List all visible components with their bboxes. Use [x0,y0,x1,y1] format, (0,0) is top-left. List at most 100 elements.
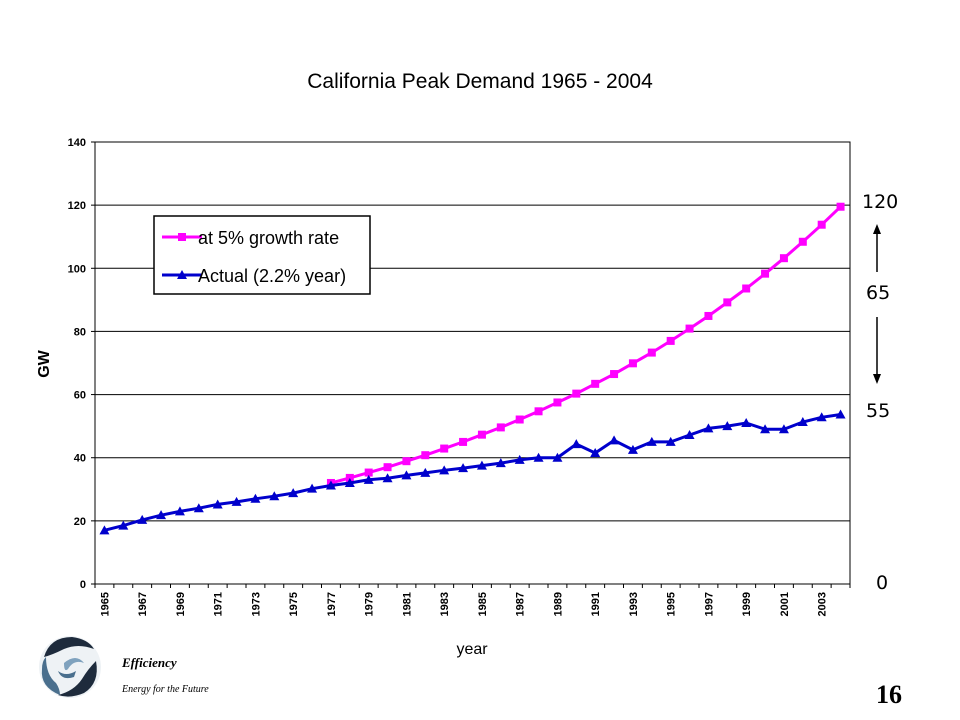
data-point-actual [835,409,846,419]
data-point-growth [685,324,694,333]
data-point-actual [514,454,525,464]
y-tick-label: 100 [68,263,86,275]
x-tick-label: 1991 [590,592,602,616]
x-tick-label: 1999 [741,592,753,616]
data-point-actual [816,412,827,422]
data-point-growth [761,269,770,278]
data-point-actual [156,510,167,520]
data-point-growth [572,389,581,398]
data-point-growth [440,444,449,453]
y-tick-label: 40 [74,453,86,465]
plot-frame [94,141,851,585]
chart-title: California Peak Demand 1965 - 2004 [307,70,653,93]
x-tick-label: 1985 [477,592,489,616]
data-point-actual [382,473,393,483]
data-point-actual [703,423,714,433]
legend-marker-actual [177,270,187,279]
x-axis-label: year [456,641,488,658]
x-tick-label: 1965 [99,592,111,616]
data-point-growth [421,451,430,460]
x-tick-label: 1987 [515,592,527,616]
data-point-actual [118,520,129,530]
y-tick-label: 140 [68,137,86,149]
data-point-actual [646,436,657,446]
x-tick-label: 2003 [817,592,829,616]
data-point-actual [401,470,412,480]
y-tick-label: 20 [74,516,86,528]
x-tick-label: 1975 [288,592,300,616]
x-tick-label: 1993 [628,592,640,616]
data-point-actual [627,444,638,454]
data-point-actual [439,465,450,475]
side-label-65: 65 [866,282,891,304]
legend-label-growth: at 5% growth rate [198,228,339,248]
data-point-growth [553,398,562,407]
x-tick-label: 1995 [666,592,678,616]
legend-label-actual: Actual (2.2% year) [198,266,346,286]
y-tick-label: 80 [74,326,86,338]
data-point-growth [591,379,600,388]
data-point-growth [628,359,637,368]
data-point-growth [515,415,524,424]
data-point-growth [459,437,468,446]
series-line-0 [330,205,842,485]
data-point-actual [609,435,620,445]
data-point-actual [741,417,752,427]
data-point-actual [571,439,582,449]
legend: at 5% growth rate Actual (2.2% year) [153,215,371,295]
side-label-55: 55 [866,400,891,422]
data-point-actual [269,491,280,501]
down-arrowhead [873,374,881,384]
data-point-actual [590,447,601,457]
data-point-growth [383,463,392,472]
x-tick-label: 1983 [439,592,451,616]
data-point-growth [345,473,354,482]
x-tick-label: 2001 [779,592,791,616]
brand-tagline: Energy for the Future [122,684,209,695]
data-point-actual [760,424,771,434]
data-point-actual [458,463,469,473]
side-label-0: 0 [876,572,889,594]
x-tick-label: 1967 [137,592,149,616]
data-point-actual [212,499,223,509]
data-point-actual [344,477,355,487]
y-tick-label: 120 [68,200,86,212]
data-point-growth [704,311,713,320]
data-point-actual [552,452,563,462]
data-point-growth [742,284,751,293]
data-point-actual [231,496,242,506]
data-point-growth [496,423,505,432]
data-point-growth [798,237,807,246]
data-point-growth [364,468,373,477]
x-tick-label: 1973 [250,592,262,616]
data-point-actual [778,424,789,434]
x-tick-label: 1981 [401,592,413,616]
data-point-actual [665,436,676,446]
data-point-actual [797,417,808,427]
data-point-growth [779,254,788,263]
data-point-growth [817,220,826,229]
y-tick-label: 0 [80,579,86,591]
x-tick-label: 1971 [213,592,225,616]
data-point-actual [288,488,299,498]
data-point-actual [722,421,733,431]
data-point-actual [99,525,110,535]
legend-marker-growth [178,233,186,241]
data-point-actual [476,460,487,470]
up-arrowhead [873,224,881,234]
efficiency-logo-icon [39,636,101,698]
data-point-actual [174,506,185,516]
data-point-actual [684,429,695,439]
x-tick-label: 1969 [175,592,187,616]
data-point-growth [534,407,543,416]
series-line-1 [104,413,841,532]
data-point-actual [533,452,544,462]
data-point-actual [495,458,506,468]
data-point-growth [836,202,845,211]
data-point-growth [402,457,411,466]
y-axis-label: GW [36,349,53,377]
data-point-growth [723,298,732,307]
data-point-actual [307,483,318,493]
data-point-actual [137,514,148,524]
